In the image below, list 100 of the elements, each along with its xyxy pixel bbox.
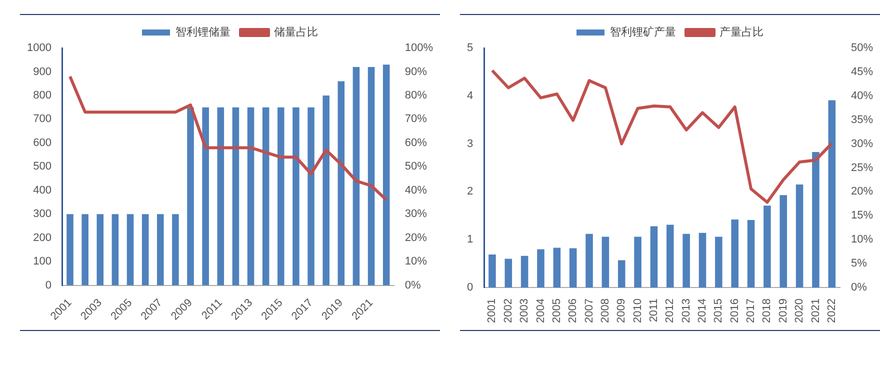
- y-tick-label: 0: [45, 279, 52, 292]
- bar: [828, 100, 836, 288]
- y2-tick-label: 45%: [850, 66, 874, 78]
- y-tick-label: 100: [33, 256, 52, 268]
- legend-label: 智利锂储量: [176, 26, 230, 39]
- bar: [292, 107, 300, 286]
- bar: [308, 107, 314, 286]
- y2-tick-label: 80%: [404, 90, 428, 102]
- x-tick-label: 2010: [632, 298, 644, 324]
- y2-tick-label: 0%: [850, 282, 868, 294]
- bar: [698, 232, 706, 288]
- bar: [553, 248, 561, 288]
- bar: [202, 107, 209, 286]
- y2-tick-label: 40%: [850, 90, 874, 102]
- bar: [780, 195, 788, 288]
- bar: [634, 236, 642, 288]
- y2-tick-label: 50%: [850, 42, 874, 54]
- bar: [352, 66, 360, 286]
- bar: [126, 214, 134, 286]
- bar: [156, 214, 164, 286]
- bar: [731, 220, 738, 288]
- y2-tick-label: 20%: [850, 186, 874, 198]
- y-tick-label: 300: [33, 208, 52, 220]
- y-tick-label: 900: [33, 66, 52, 78]
- x-tick-label: 2021: [810, 298, 822, 324]
- y-tick-label: 0: [466, 282, 474, 294]
- bar: [520, 256, 528, 288]
- y2-tick-label: 30%: [850, 138, 874, 150]
- y2-tick-label: 100%: [404, 42, 434, 54]
- y-tick-label: 1: [466, 234, 474, 246]
- y2-tick-label: 50%: [404, 160, 428, 173]
- bar: [247, 107, 254, 286]
- bar: [368, 66, 375, 286]
- y-tick-label: 400: [33, 184, 52, 196]
- x-tick-label: 2008: [599, 298, 612, 324]
- bar: [812, 152, 820, 288]
- x-tick-label: 2007: [583, 298, 596, 324]
- bar: [618, 260, 626, 288]
- bar: [382, 64, 390, 286]
- bar: [217, 107, 224, 286]
- x-tick-label: 2009: [616, 298, 628, 324]
- y-tick-label: 200: [33, 232, 52, 244]
- x-tick-label: 2020: [794, 298, 806, 324]
- bar: [187, 107, 194, 286]
- y2-tick-label: 60%: [404, 136, 428, 149]
- legend-label: 智利锂矿产量: [610, 26, 676, 39]
- x-tick-label: 2022: [826, 298, 838, 324]
- bar: [82, 214, 88, 286]
- x-tick-label: 2015: [712, 298, 725, 324]
- bar: [112, 214, 119, 286]
- x-tick-label: 2016: [728, 298, 741, 324]
- x-tick-label: 2014: [696, 298, 709, 324]
- bar: [602, 236, 610, 288]
- bar: [747, 220, 755, 288]
- y2-tick-label: 40%: [404, 184, 428, 196]
- y-tick-label: 700: [33, 113, 52, 126]
- y2-tick-label: 10%: [404, 256, 428, 268]
- y2-tick-label: 0%: [404, 279, 421, 292]
- bar: [764, 206, 771, 288]
- y-tick-label: 500: [33, 160, 52, 173]
- bar: [650, 226, 658, 288]
- y-tick-label: 1000: [26, 42, 52, 54]
- x-tick-label: 2006: [567, 298, 580, 324]
- x-tick-label: 2004: [534, 298, 547, 324]
- bar: [537, 249, 544, 288]
- bar: [569, 248, 577, 288]
- y2-tick-label: 15%: [850, 210, 874, 222]
- y-tick-label: 2: [466, 186, 474, 198]
- bar: [278, 107, 284, 286]
- x-tick-label: 2013: [680, 298, 692, 324]
- x-tick-label: 2001: [486, 298, 498, 324]
- x-tick-label: 2012: [664, 298, 676, 324]
- x-tick-label: 2018: [761, 298, 774, 324]
- x-tick-label: 2011: [648, 298, 660, 322]
- bar: [586, 234, 593, 288]
- y2-tick-label: 5%: [850, 258, 868, 270]
- y2-tick-label: 10%: [850, 234, 874, 246]
- bar: [682, 234, 690, 288]
- x-tick-label: 2019: [777, 298, 790, 324]
- y2-tick-label: 35%: [850, 114, 874, 126]
- bar: [262, 107, 270, 286]
- legend-label: 产量占比: [720, 26, 764, 39]
- bar: [96, 214, 104, 286]
- bar: [796, 184, 804, 288]
- bar: [338, 81, 345, 286]
- bar: [142, 214, 149, 286]
- y2-tick-label: 70%: [404, 113, 428, 126]
- y-tick-label: 800: [33, 90, 52, 102]
- x-tick-label: 2017: [745, 298, 758, 324]
- y2-tick-label: 30%: [404, 208, 428, 220]
- legend-label: 储量占比: [274, 26, 318, 39]
- y2-tick-label: 90%: [404, 66, 428, 78]
- x-tick-label: 2005: [550, 298, 563, 324]
- bar: [504, 258, 512, 288]
- bar: [666, 224, 674, 288]
- y-tick-label: 3: [466, 138, 474, 150]
- y-tick-label: 5: [466, 42, 474, 54]
- bar: [66, 214, 74, 286]
- y-tick-label: 600: [33, 136, 52, 149]
- bar: [172, 214, 179, 286]
